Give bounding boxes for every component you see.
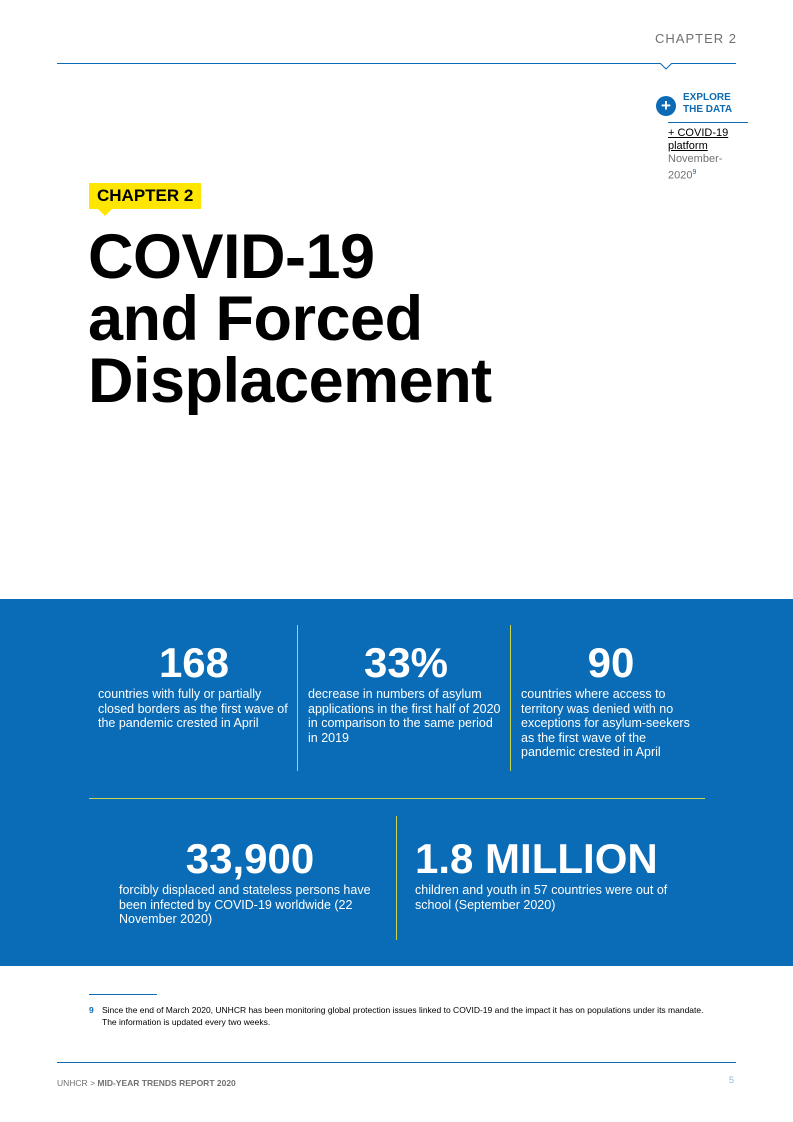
footnote-divider — [89, 994, 157, 995]
page-title: COVID-19 and Forced Displacement — [88, 222, 648, 416]
header-chapter-label: CHAPTER 2 — [655, 31, 737, 46]
footer-breadcrumb: UNHCR > MID-YEAR TRENDS REPORT 2020 — [57, 1078, 236, 1088]
stat-description: countries where access to territory was … — [521, 687, 690, 759]
stat-value: 33,900 — [185, 835, 315, 882]
stat-card: 1.8 MILLION children and youth in 57 cou… — [415, 835, 687, 912]
stat-description: children and youth in 57 countries were … — [415, 883, 668, 912]
stat-description: forcibly displaced and stateless persons… — [119, 883, 371, 926]
footnote-ref: 9 — [692, 169, 697, 176]
stat-card: 90 countries where access to territory w… — [521, 639, 701, 760]
stat-card: 33% decrease in numbers of asylum applic… — [308, 639, 504, 745]
explore-data-label: EXPLORE THE DATA — [683, 92, 733, 115]
title-line-2: and Forced — [88, 284, 423, 354]
explore-data-panel: + EXPLORE THE DATA + COVID-19 platform N… — [656, 92, 748, 183]
footer-separator: > — [87, 1078, 98, 1088]
stat-card: 168 countries with fully or partially cl… — [98, 639, 290, 731]
stat-card: 33,900 forcibly displaced and stateless … — [119, 835, 381, 927]
footer-report-title: MID-YEAR TRENDS REPORT 2020 — [97, 1078, 236, 1088]
header-divider — [57, 63, 736, 64]
stat-value: 33% — [363, 639, 449, 686]
plus-icon: + — [656, 96, 676, 116]
stats-row-divider — [89, 798, 705, 799]
covid-platform-link[interactable]: + COVID-19 platform — [668, 127, 729, 152]
chapter-tag: CHAPTER 2 — [89, 183, 202, 216]
footnote-text: Since the end of March 2020, UNHCR has b… — [102, 1005, 704, 1027]
stat-value: 90 — [587, 639, 635, 686]
stat-description: countries with fully or partially closed… — [98, 687, 288, 730]
footer-divider — [57, 1062, 736, 1063]
explore-data-button[interactable]: + EXPLORE THE DATA — [656, 92, 740, 116]
title-line-3: Displacement — [88, 346, 492, 416]
stat-divider — [396, 816, 397, 940]
stat-value: 168 — [158, 639, 230, 686]
footnote-number: 9 — [89, 1005, 94, 1015]
footnote: 9 Since the end of March 2020, UNHCR has… — [89, 1005, 709, 1028]
stats-band: 168 countries with fully or partially cl… — [0, 599, 793, 966]
explore-date-text: November-2020 — [668, 153, 723, 182]
stat-divider — [297, 625, 298, 771]
stat-description: decrease in numbers of asylum applicatio… — [308, 687, 501, 745]
footer-org: UNHCR — [57, 1078, 88, 1088]
header-notch-chevron-icon — [660, 63, 672, 70]
explore-date: November-20209 — [668, 153, 736, 183]
stat-divider — [510, 625, 511, 771]
title-line-1: COVID-19 — [88, 222, 375, 292]
page-number: 5 — [729, 1075, 735, 1085]
explore-divider — [668, 122, 748, 123]
stat-value: 1.8 MILLION — [415, 835, 658, 882]
